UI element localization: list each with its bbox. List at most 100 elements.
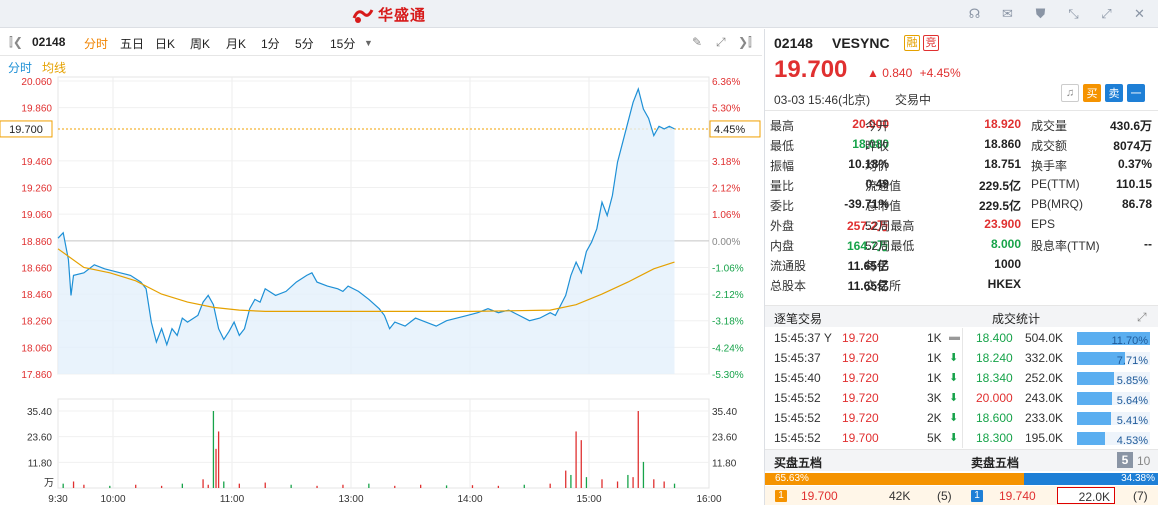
trade-row: 15:45:52 19.700 5K ⬇ 18.300 195.0K 4.53% [765,428,1158,448]
tab-monthly-k[interactable]: 月K [226,37,247,51]
tab-weekly-k[interactable]: 周K [190,37,211,51]
price-tick: 18.860 [21,237,52,248]
fullscreen-icon[interactable]: ⤢ [716,35,726,49]
shirt-icon[interactable]: ⛊ [1035,5,1046,21]
trade-price: 19.720 [842,351,879,365]
app-title: 华盛通 [378,7,427,24]
stats-row: 外盘 257.2万 52周最高 23.900 EPS [765,215,1158,235]
bid-price[interactable]: 19.700 [801,489,838,503]
trades-title[interactable]: 逐笔交易 [774,312,823,326]
stat-value: 20.000 [852,117,889,131]
stat-label: 成交量 [1031,119,1068,133]
stat-value: 11.65亿 [847,259,889,273]
stat-label: PE(TTM) [1031,177,1080,191]
ask-price[interactable]: 19.740 [999,489,1036,503]
shrink-icon[interactable]: ⤡ [1068,5,1079,21]
chart-legend: 分时 均线 [8,59,66,76]
stat-value: 18.751 [984,157,1021,171]
trade-status: 交易中 [895,93,932,107]
chart-toolbar: ⫿❮ 02148 分时 五日 日K 周K 月K 1分 5分 15分 ▼ ✎ ⤢ … [0,29,762,56]
pct-tick: 6.36% [712,77,740,88]
app-logo: 华盛通 [352,4,426,25]
time-tick: 13:00 [338,494,363,505]
alert-bell-icon[interactable]: ♫ [1061,84,1079,102]
price-tick: 19.460 [21,157,52,168]
mail-icon[interactable]: ✉ [1002,5,1013,21]
sell-button[interactable]: 卖 [1105,84,1123,102]
time-tick: 16:00 [696,494,721,505]
stats-row: 最低 18.080 昨收 18.860 成交额 8074万 [765,135,1158,155]
tab-intraday[interactable]: 分时 [84,37,109,51]
stat-label: EPS [1031,217,1056,231]
pen-icon[interactable]: ✎ [692,35,703,49]
trade-price: 19.720 [842,371,879,385]
stat-label: 今开 [865,119,890,133]
tab-15min[interactable]: 15分 [330,37,356,51]
stat-label: 每手 [865,259,890,273]
arrow-down-icon: ⬇ [949,432,959,444]
stat-label: 成交额 [1031,139,1068,153]
vol-tick: 11.80 [28,458,53,469]
price-tick: 19.060 [21,210,52,221]
expand-icon[interactable]: ⤢ [1137,310,1147,324]
change-pct: +4.45% [919,66,961,80]
price-tick: 19.260 [21,184,52,195]
stat-value: 10.18% [848,157,889,171]
bid-count: (5) [937,489,952,503]
trade-row: 15:45:37 19.720 1K ⬇ 18.240 332.0K 7.71% [765,348,1158,368]
trade-volume: 1K [927,371,942,385]
trade-time: 15:45:40 [774,371,821,385]
close-icon[interactable]: ✕ [1134,5,1145,21]
price-tick: 18.060 [21,343,52,354]
stat-value: 0.49 [865,177,889,191]
stock-code: 02148 [774,35,813,51]
trades-section-header: 逐笔交易 成交统计 ⤢ [765,305,1158,327]
stat-label: 最高 [770,119,795,133]
bid-volume: 42K [889,489,911,503]
volstats-title[interactable]: 成交统计 [992,312,1041,326]
stat-volume: 332.0K [1025,351,1064,365]
price-tick: 18.660 [21,263,52,274]
stat-pct: 7.71% [1116,355,1148,367]
stats-grid: 最高 20.000 今开 18.920 成交量 430.6万 最低 18.080 昨收 18.86… [765,110,1158,295]
tab-1min[interactable]: 1分 [261,37,280,51]
trade-volume: 1K [927,331,942,345]
depth-10-button[interactable]: 10 [1137,454,1151,468]
chevron-down-icon[interactable]: ▼ [364,38,373,48]
stat-value: 1000 [994,257,1021,271]
stat-value: -- [1144,237,1152,251]
minimize-button[interactable]: 一 [1127,84,1145,102]
collapse-right-icon[interactable]: ❯⫿ [738,35,752,49]
orderbook-row: 1 19.700 42K (5) 1 19.740 22.0K (7) [765,486,1158,505]
bid-level: 1 [775,490,787,502]
pct-tick: 5.30% [712,104,740,115]
stat-bar-fill [1077,392,1112,405]
ask-title[interactable]: 卖盘五档 [971,456,1020,470]
depth-5-button[interactable]: 5 [1117,452,1133,468]
headset-icon[interactable]: ☊ [968,5,981,21]
expand-icon[interactable]: ⤢ [1101,5,1112,21]
current-pct-box [709,120,761,138]
stat-price: 18.400 [976,331,1013,345]
ask-volume: 22.0K [1057,487,1115,504]
pct-tick: 3.18% [712,157,740,168]
tab-daily-k[interactable]: 日K [155,37,176,51]
tab-5min[interactable]: 5分 [295,37,314,51]
buy-button[interactable]: 买 [1083,84,1101,102]
bid-title[interactable]: 买盘五档 [774,456,823,470]
pct-tick: -4.24% [712,343,744,354]
stat-price: 18.340 [976,371,1013,385]
stat-value: 110.15 [1115,177,1152,191]
vol-tick-right: 35.40 [712,407,737,418]
tab-five-day[interactable]: 五日 [120,37,145,51]
stat-price: 18.300 [976,431,1013,445]
stat-label: 总股本 [770,279,807,293]
stat-value: 8.000 [990,237,1021,251]
panel-toggle-icon[interactable]: ⫿❮ [9,35,23,49]
title-bar: 华盛通 ☊ ✉ ⛊ ⤡ ⤢ ✕ [0,0,1158,28]
stock-name: VESYNC [832,35,890,51]
stats-row: 总股本 11.65亿 交易所 HKEX [765,275,1158,295]
stat-pct: 5.85% [1116,375,1148,387]
intraday-chart[interactable]: 20.060 6.36% 19.860 5.30% 19.460 3.18% 19.260 2… [0,56,762,505]
pct-tick: -5.30% [712,370,744,381]
